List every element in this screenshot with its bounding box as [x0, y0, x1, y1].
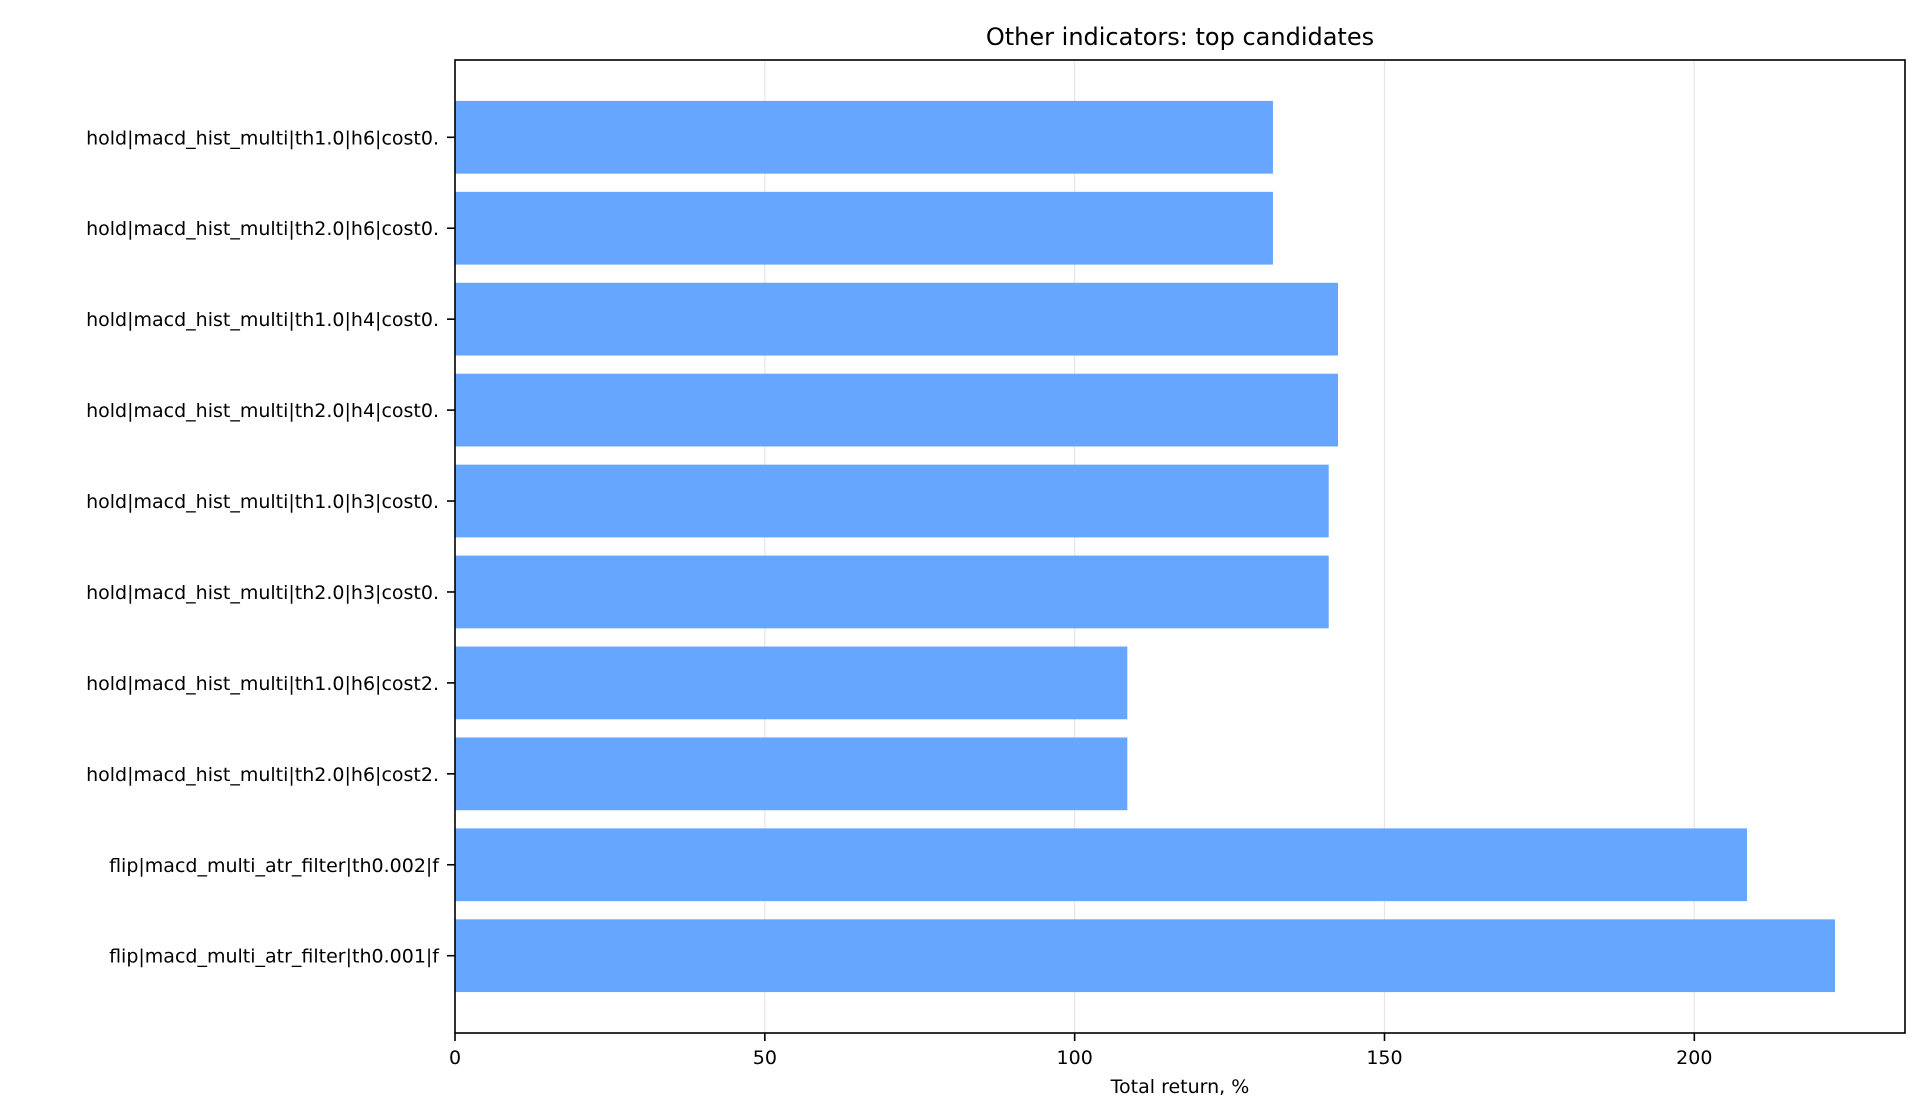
y-tick-label: hold|macd_hist_multi|th1.0|h3|cost0. — [86, 491, 439, 513]
bar — [455, 282, 1339, 356]
y-tick-label: hold|macd_hist_multi|th2.0|h4|cost0. — [86, 400, 439, 422]
y-axis-ticks: hold|macd_hist_multi|th1.0|h6|cost0.hold… — [86, 127, 455, 968]
y-tick-label: flip|macd_multi_atr_filter|th0.002|f — [109, 855, 440, 877]
y-tick-label: hold|macd_hist_multi|th2.0|h3|cost0. — [86, 582, 439, 604]
y-tick-label: hold|macd_hist_multi|th1.0|h4|cost0. — [86, 309, 439, 331]
bar — [455, 191, 1273, 265]
x-tick-label: 150 — [1366, 1047, 1402, 1069]
bar — [455, 555, 1329, 629]
x-tick-label: 50 — [753, 1047, 777, 1069]
chart-title: Other indicators: top candidates — [986, 23, 1374, 51]
y-tick-label: flip|macd_multi_atr_filter|th0.001|f — [109, 946, 440, 968]
bar — [455, 646, 1128, 720]
y-tick-label: hold|macd_hist_multi|th2.0|h6|cost0. — [86, 218, 439, 240]
bar — [455, 737, 1128, 811]
bar — [455, 373, 1339, 447]
bar — [455, 464, 1329, 538]
x-tick-label: 200 — [1676, 1047, 1712, 1069]
x-axis-ticks: 0 50 100 150 200 — [449, 1033, 1712, 1069]
y-tick-label: hold|macd_hist_multi|th1.0|h6|cost2. — [86, 673, 439, 695]
x-tick-label: 0 — [449, 1047, 461, 1069]
y-tick-label: hold|macd_hist_multi|th2.0|h6|cost2. — [86, 764, 439, 786]
y-tick-label: hold|macd_hist_multi|th1.0|h6|cost0. — [86, 127, 439, 149]
plot-frame — [454, 59, 1906, 1034]
bar — [455, 100, 1273, 174]
x-tick-label: 100 — [1057, 1047, 1093, 1069]
x-axis-label: Total return, % — [1110, 1076, 1250, 1098]
bars — [455, 100, 1835, 993]
bar — [455, 919, 1835, 993]
bar — [455, 828, 1747, 902]
